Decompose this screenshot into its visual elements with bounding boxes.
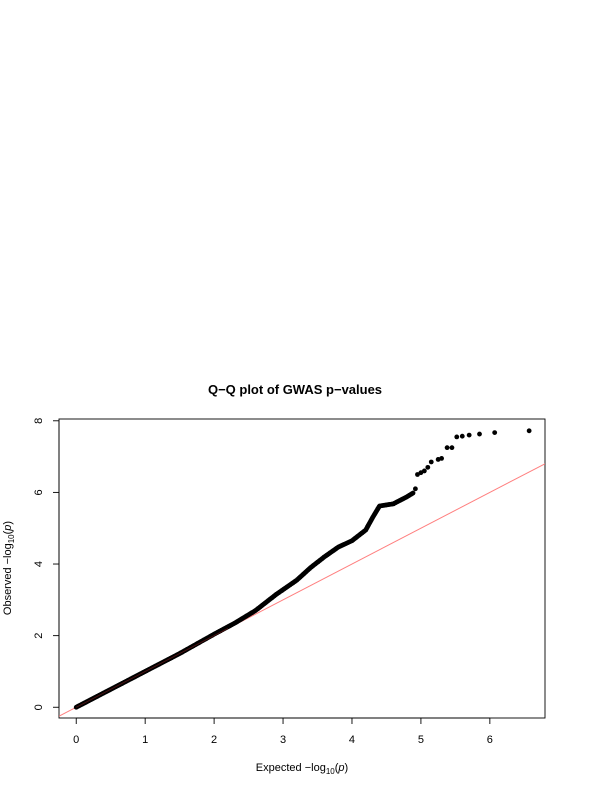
x-axis: 0 1 2 3 4 5 6 [73, 717, 493, 746]
y-axis-label: Observed −log10(p) [2, 521, 16, 615]
data-point [428, 459, 434, 465]
x-tick-label: 2 [211, 734, 217, 746]
x-tick-label: 6 [487, 734, 493, 746]
data-points [73, 428, 532, 710]
data-point [449, 445, 455, 451]
data-point [444, 445, 450, 451]
y-tick-label: 2 [33, 633, 45, 639]
x-tick-label: 5 [418, 734, 424, 746]
x-tick-label: 1 [142, 734, 148, 746]
data-point [421, 468, 427, 474]
data-point [492, 430, 498, 436]
data-point [410, 490, 416, 496]
chart-title: Q−Q plot of GWAS p−values [208, 382, 382, 397]
y-tick-label: 6 [33, 489, 45, 495]
data-point [477, 431, 482, 437]
x-tick-label: 3 [280, 734, 286, 746]
reference-line-overlap [76, 628, 229, 708]
data-point [439, 455, 444, 461]
x-tick-label: 4 [349, 734, 355, 746]
data-point [459, 433, 465, 439]
data-point [454, 434, 460, 440]
x-axis-label: Expected −log10(p) [256, 762, 348, 776]
data-point [425, 464, 431, 470]
y-axis: 0 2 4 6 8 [33, 418, 60, 710]
plot-frame [58, 418, 546, 719]
data-point [413, 486, 418, 492]
x-tick-label: 0 [73, 734, 79, 746]
y-tick-label: 4 [33, 561, 45, 567]
y-tick-label: 8 [33, 418, 45, 424]
data-point [526, 428, 532, 434]
y-tick-label: 0 [33, 704, 45, 710]
data-point [466, 432, 472, 438]
